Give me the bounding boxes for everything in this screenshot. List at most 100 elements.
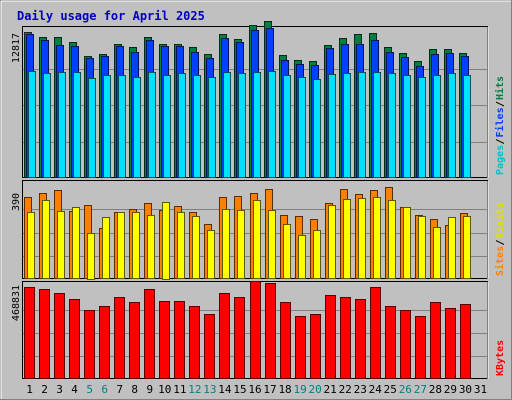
legend-label-visits: Visits — [494, 202, 506, 238]
bar-pages-day-24 — [373, 72, 381, 178]
bar-pages-day-27 — [418, 77, 426, 178]
x-tick-label-day-5: 5 — [86, 383, 93, 396]
bar-sites-day-18 — [283, 224, 291, 279]
x-tick-label-day-25: 25 — [384, 383, 397, 396]
bar-pages-day-18 — [283, 75, 291, 178]
bar-pages-day-9 — [148, 72, 156, 178]
bar-kbytes-day-16 — [250, 281, 261, 379]
bar-sites-day-6 — [102, 217, 110, 279]
x-tick-label-day-8: 8 — [131, 383, 138, 396]
bar-sites-day-14 — [222, 209, 230, 279]
bar-pages-day-12 — [193, 75, 201, 178]
x-tick-label-day-12: 12 — [188, 383, 201, 396]
legend-separator: / — [495, 101, 506, 107]
bar-sites-day-25 — [388, 200, 396, 279]
bar-kbytes-day-30 — [460, 304, 471, 379]
legend-label-hits: Hits — [494, 76, 506, 100]
bar-kbytes-day-12 — [189, 306, 200, 379]
bar-pages-day-11 — [178, 73, 186, 178]
x-tick-label-day-10: 10 — [158, 383, 171, 396]
bar-pages-day-28 — [433, 75, 441, 178]
bar-sites-day-23 — [358, 198, 366, 279]
x-tick-label-day-4: 4 — [71, 383, 78, 396]
bar-sites-day-1 — [27, 212, 35, 279]
legend-label-files: Files — [494, 107, 506, 137]
legend-label-pages: Pages — [495, 145, 506, 175]
x-tick-label-day-1: 1 — [26, 383, 33, 396]
bar-kbytes-day-22 — [340, 297, 351, 379]
x-tick-label-day-27: 27 — [414, 383, 427, 396]
x-tick-label-day-11: 11 — [173, 383, 186, 396]
bar-kbytes-day-25 — [385, 306, 396, 379]
bar-kbytes-day-6 — [99, 306, 110, 379]
bar-sites-day-17 — [268, 210, 276, 279]
bar-sites-day-4 — [72, 207, 80, 279]
bar-kbytes-day-3 — [54, 293, 65, 379]
bar-pages-day-23 — [358, 72, 366, 178]
x-tick-label-day-14: 14 — [218, 383, 232, 396]
scale-label-kbytes: 468831 — [11, 285, 22, 321]
x-tick-label-day-9: 9 — [146, 383, 153, 396]
bar-kbytes-day-17 — [265, 283, 276, 379]
bar-sites-day-24 — [373, 197, 381, 279]
bar-sites-day-29 — [448, 217, 456, 279]
bar-sites-day-7 — [117, 212, 125, 279]
bar-sites-day-9 — [147, 215, 155, 279]
bar-kbytes-day-29 — [445, 308, 456, 379]
bar-kbytes-day-7 — [114, 297, 125, 379]
x-tick-label-day-26: 26 — [399, 383, 412, 396]
bar-sites-day-5 — [87, 233, 95, 280]
bar-sites-day-22 — [343, 199, 351, 279]
bar-sites-day-20 — [313, 230, 321, 279]
bar-pages-day-13 — [208, 77, 216, 178]
bar-pages-day-10 — [163, 75, 171, 178]
bar-kbytes-day-2 — [39, 289, 50, 379]
bar-kbytes-day-4 — [69, 299, 80, 379]
bar-pages-day-21 — [328, 74, 336, 178]
legend-label-sites: Sites — [494, 246, 506, 276]
bar-kbytes-day-10 — [159, 301, 170, 379]
bar-pages-day-14 — [223, 72, 231, 178]
x-tick-label-day-30: 30 — [459, 383, 472, 396]
bar-pages-day-16 — [253, 72, 261, 178]
x-tick-label-day-19: 19 — [293, 383, 306, 396]
bar-pages-day-3 — [58, 72, 66, 178]
bar-pages-day-7 — [118, 75, 126, 178]
bar-kbytes-day-26 — [400, 310, 411, 379]
bar-pages-day-22 — [343, 73, 351, 178]
bar-kbytes-day-28 — [430, 302, 441, 379]
bar-sites-day-13 — [207, 230, 215, 279]
chart-title: Daily usage for April 2025 — [17, 9, 205, 23]
bar-sites-day-11 — [177, 212, 185, 279]
bar-kbytes-day-21 — [325, 295, 336, 379]
bar-sites-day-3 — [57, 211, 65, 279]
x-tick-label-day-16: 16 — [248, 383, 261, 396]
x-tick-label-day-31: 31 — [474, 383, 487, 396]
bar-sites-day-27 — [418, 216, 426, 279]
x-tick-label-day-3: 3 — [56, 383, 63, 396]
bar-sites-day-19 — [298, 235, 306, 279]
bar-kbytes-day-9 — [144, 289, 155, 379]
bar-sites-day-26 — [403, 207, 411, 279]
bar-pages-day-17 — [268, 71, 276, 178]
bar-pages-day-5 — [88, 78, 96, 178]
bar-pages-day-8 — [133, 77, 141, 178]
bar-kbytes-day-20 — [310, 314, 321, 379]
bar-kbytes-day-13 — [204, 314, 215, 379]
legend-separator: / — [495, 138, 506, 144]
bar-kbytes-day-18 — [280, 302, 291, 379]
legend-separator: / — [495, 239, 506, 245]
bar-sites-day-8 — [132, 212, 140, 279]
bar-pages-day-29 — [448, 73, 456, 178]
bar-sites-day-16 — [253, 200, 261, 279]
bar-kbytes-day-27 — [415, 316, 426, 379]
bar-kbytes-day-19 — [295, 316, 306, 379]
x-tick-label-day-13: 13 — [203, 383, 216, 396]
bar-pages-day-20 — [313, 79, 321, 178]
scale-label-visits-sites: 390 — [11, 193, 22, 211]
bar-pages-day-19 — [298, 77, 306, 178]
bar-sites-day-10 — [162, 202, 170, 280]
x-tick-label-day-28: 28 — [429, 383, 442, 396]
